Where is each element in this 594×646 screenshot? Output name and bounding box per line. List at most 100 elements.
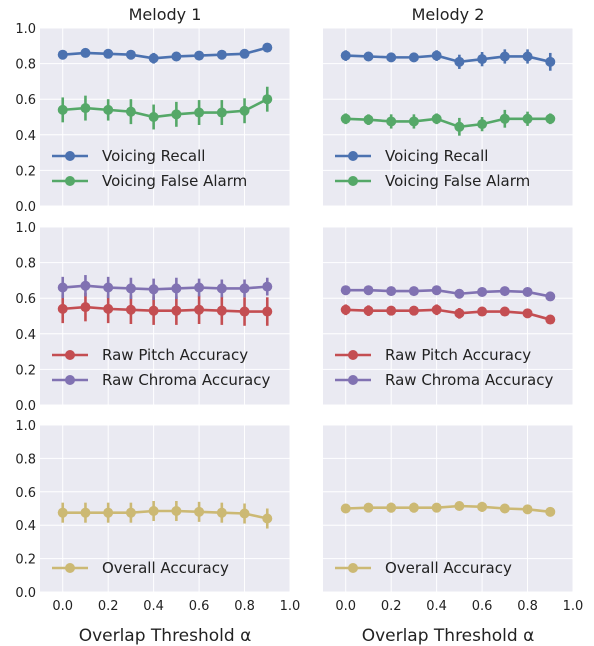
data-point (386, 52, 397, 63)
data-point (545, 506, 556, 517)
data-point (216, 305, 227, 316)
data-point (262, 306, 273, 317)
y-tick-label: 0.2 (15, 553, 36, 568)
data-point (216, 107, 227, 118)
legend-label: Overall Accuracy (385, 559, 512, 577)
data-point (499, 306, 510, 317)
data-point (340, 285, 351, 296)
data-point (477, 306, 488, 317)
data-point (171, 305, 182, 316)
data-point (57, 49, 68, 60)
data-point (103, 282, 114, 293)
legend-marker (348, 375, 358, 385)
y-tick-label: 0.2 (15, 164, 36, 179)
data-point (545, 113, 556, 124)
y-tick-label: 0.0 (15, 586, 36, 601)
panel-title: Melody 2 (412, 5, 485, 24)
data-point (386, 286, 397, 297)
y-tick-label: 1.0 (15, 22, 36, 37)
panel-title: Melody 1 (129, 5, 202, 24)
legend-label: Voicing Recall (385, 147, 488, 165)
legend-marker (348, 151, 358, 161)
y-tick-label: 1.0 (15, 419, 36, 434)
panel-row1-col2: Melody 2 Voicing Recall Voicing False Alar… (323, 5, 574, 207)
data-point (454, 56, 465, 67)
data-point (216, 49, 227, 60)
data-point (340, 50, 351, 61)
panel-row1-col1: 0.0 0.2 0.4 0.6 0.8 1.0 Melody 1 Voicing Recall… (15, 5, 291, 215)
data-point (216, 283, 227, 294)
data-point (522, 504, 533, 515)
data-point (363, 114, 374, 125)
data-point (408, 502, 419, 513)
data-point (239, 283, 250, 294)
data-point (194, 50, 205, 61)
data-point (408, 305, 419, 316)
data-point (340, 304, 351, 315)
series-voicing-false-alarm (57, 86, 273, 130)
y-tick-label: 0.0 (15, 399, 36, 414)
x-tick-label: 0.0 (52, 599, 73, 614)
data-point (408, 286, 419, 297)
data-point (194, 282, 205, 293)
data-point (477, 501, 488, 512)
y-tick-label: 0.4 (15, 129, 36, 144)
data-point (148, 112, 159, 122)
legend-label: Voicing False Alarm (385, 172, 530, 190)
data-point (194, 304, 205, 315)
series-overall-accuracy (57, 500, 273, 529)
y-tick-label: 0.0 (15, 200, 36, 215)
x-tick-label: 0.8 (517, 599, 538, 614)
data-point (171, 506, 182, 517)
series-line (62, 284, 268, 291)
data-point (103, 48, 114, 59)
legend-label: Raw Pitch Accuracy (102, 346, 248, 364)
x-tick-label: 0.4 (426, 599, 447, 614)
y-tick-label: 0.4 (15, 519, 36, 534)
data-point (262, 513, 273, 524)
data-point (103, 507, 114, 518)
panel-background (40, 227, 290, 405)
data-point (522, 51, 533, 62)
series-line (345, 288, 551, 298)
y-tick-label: 1.0 (15, 221, 36, 236)
data-point (340, 503, 351, 514)
data-point (80, 280, 91, 291)
series-line (62, 509, 268, 520)
x-tick-label: 0.8 (234, 599, 255, 614)
legend-label: Voicing False Alarm (102, 172, 247, 190)
legend-marker (65, 563, 75, 573)
data-point (408, 116, 419, 127)
data-point (363, 502, 374, 513)
legend: Raw Pitch Accuracy Raw Chroma Accuracy (335, 346, 553, 389)
panel-background (40, 425, 290, 592)
data-point (57, 303, 68, 314)
data-point (80, 103, 91, 114)
data-point (477, 119, 488, 130)
data-point (171, 109, 182, 120)
data-point (363, 305, 374, 316)
legend-label: Raw Chroma Accuracy (385, 371, 553, 389)
y-tick-label: 0.6 (15, 292, 36, 307)
legend-marker (65, 350, 75, 360)
y-tick-label: 0.8 (15, 257, 36, 272)
data-point (148, 284, 159, 295)
x-tick-label: 0.6 (472, 599, 493, 614)
legend: Overall Accuracy (335, 559, 512, 577)
data-point (171, 283, 182, 294)
data-point (545, 314, 556, 325)
data-point (499, 51, 510, 62)
data-point (148, 305, 159, 316)
legend-marker (348, 176, 358, 186)
data-point (431, 113, 442, 124)
data-point (125, 106, 136, 117)
data-point (522, 113, 533, 124)
data-point (239, 48, 250, 59)
data-point (262, 281, 273, 292)
data-point (431, 50, 442, 61)
y-tick-label: 0.6 (15, 486, 36, 501)
x-tick-label: 1.0 (280, 599, 301, 614)
data-point (194, 506, 205, 517)
data-point (80, 47, 91, 58)
